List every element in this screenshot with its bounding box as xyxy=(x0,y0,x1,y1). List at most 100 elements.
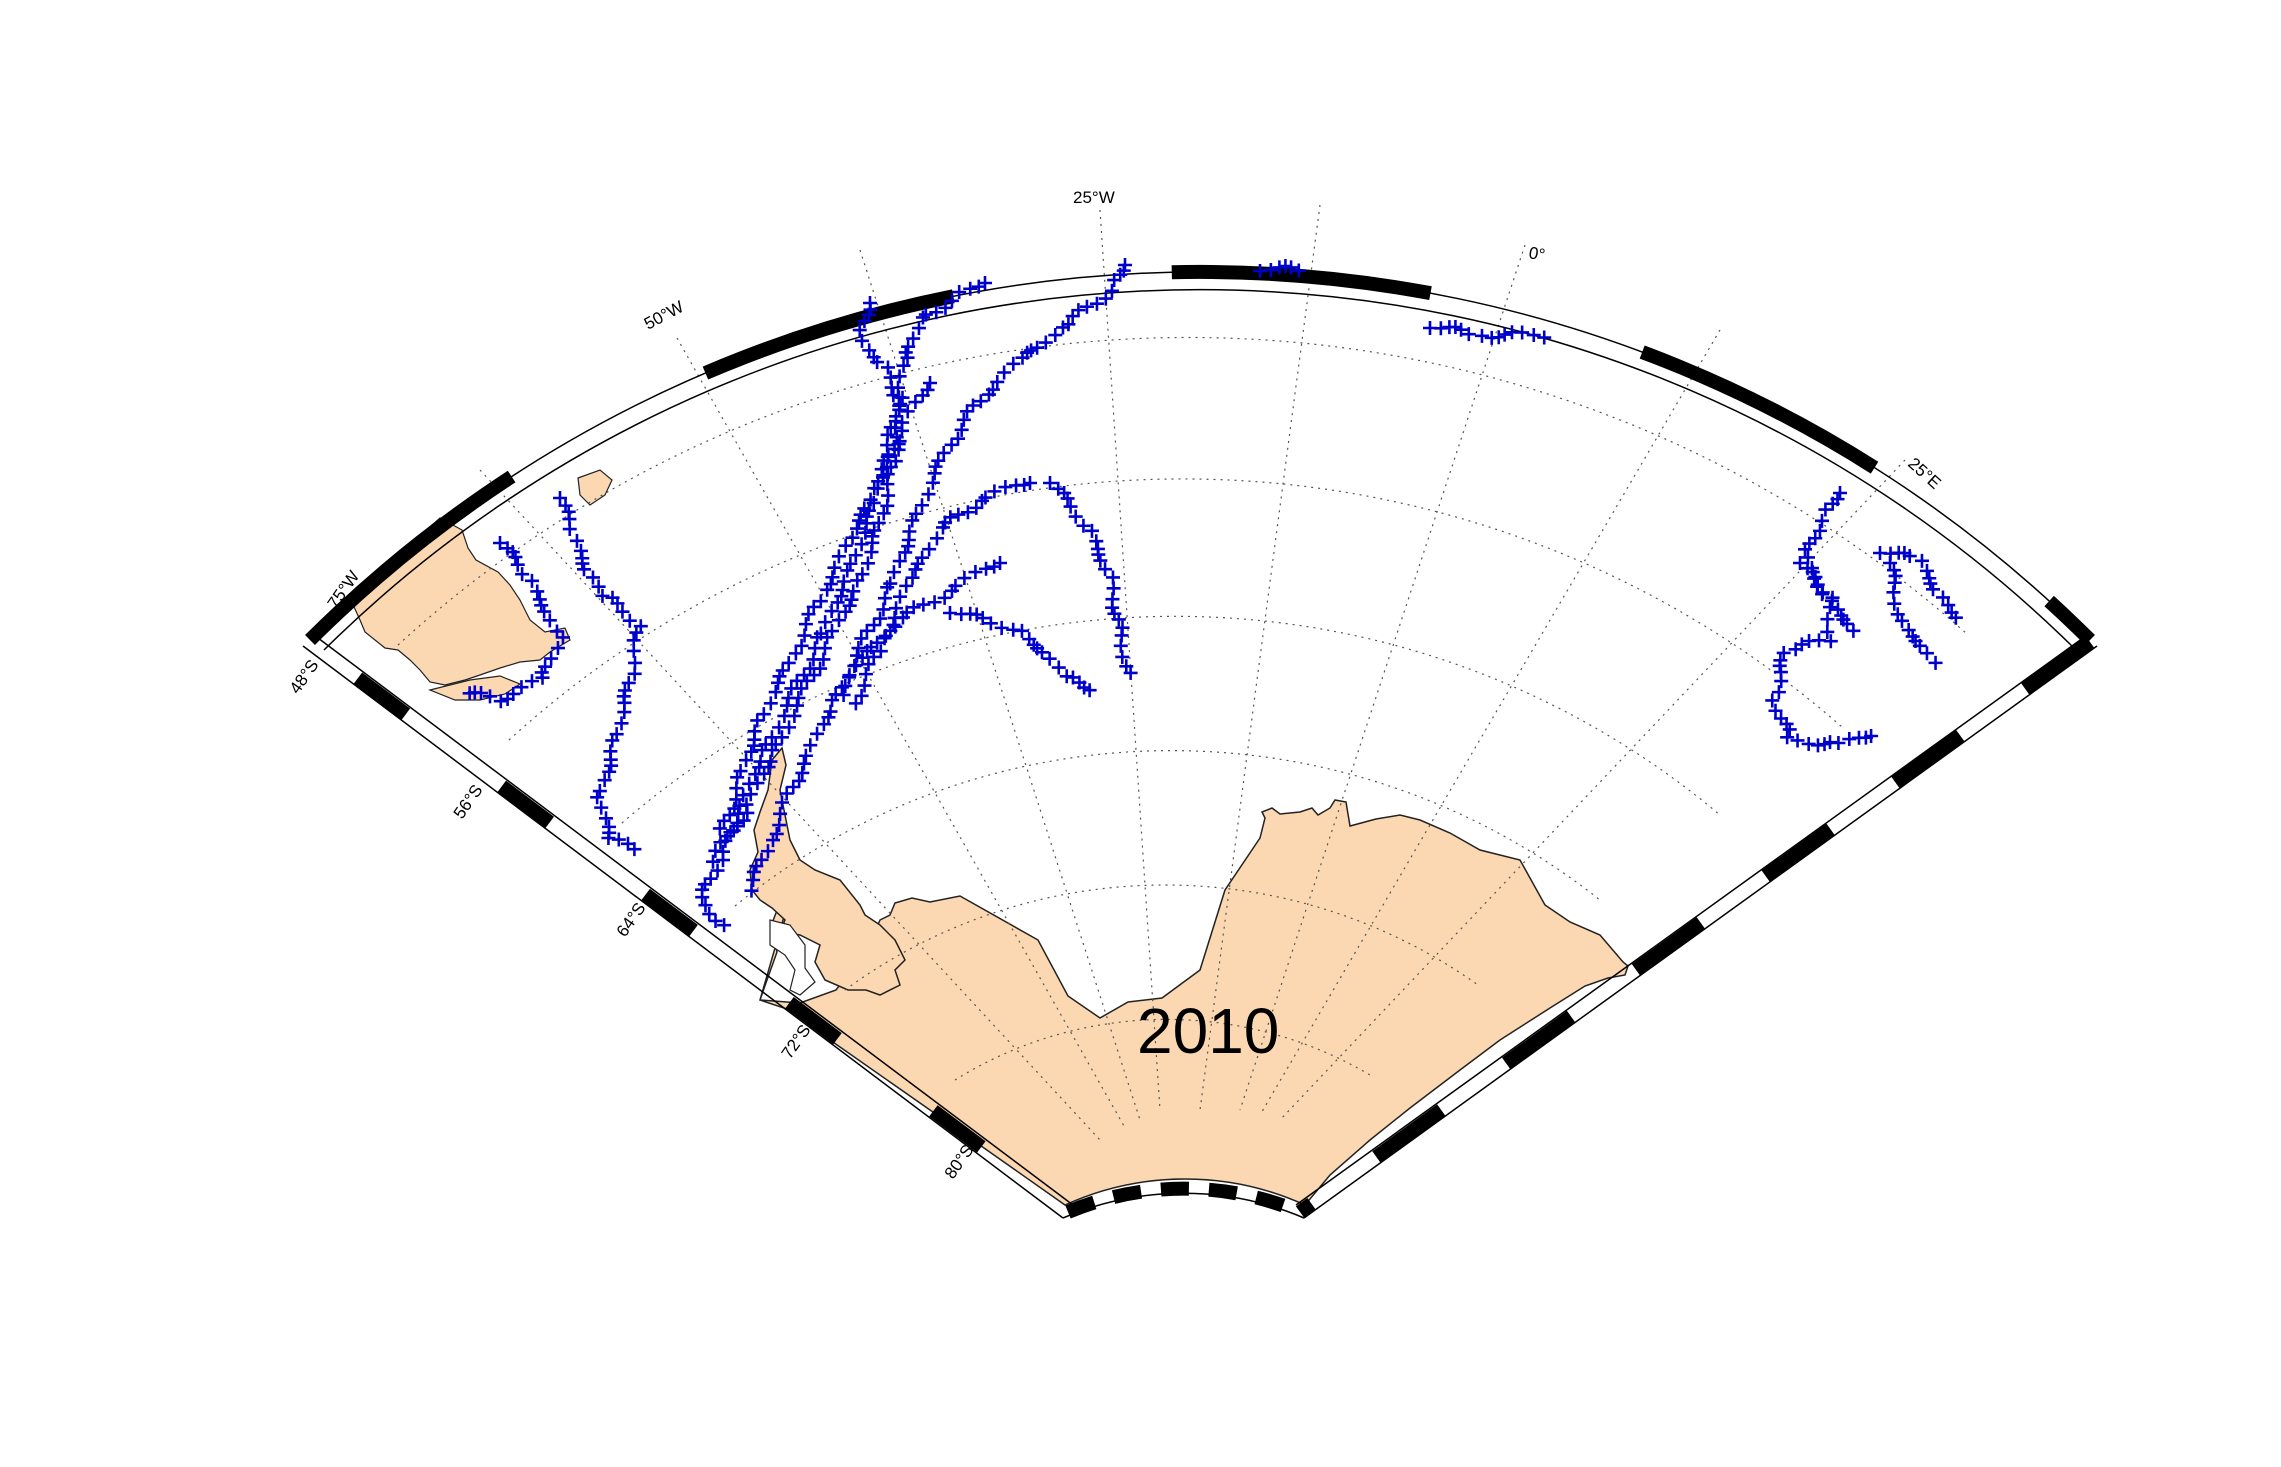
track-marker xyxy=(594,800,609,815)
track-marker xyxy=(597,773,612,788)
track-marker xyxy=(818,615,833,630)
track-marker xyxy=(1105,600,1120,615)
track-marker xyxy=(614,716,629,731)
track-marker xyxy=(880,498,895,513)
track-marker xyxy=(1051,660,1066,675)
frame-inner-arc xyxy=(323,289,2077,651)
latitude-circle xyxy=(734,750,1601,907)
track-marker xyxy=(892,589,907,604)
track-marker xyxy=(599,811,614,826)
year-label: 2010 xyxy=(1137,995,1279,1067)
meridian xyxy=(1199,204,1321,1111)
track-marker xyxy=(1926,582,1940,597)
track-marker xyxy=(866,495,881,510)
track-marker xyxy=(1887,596,1902,611)
track-marker xyxy=(713,835,728,850)
track-marker xyxy=(951,507,966,522)
track-marker xyxy=(1820,624,1835,639)
track-marker xyxy=(975,611,990,626)
track-marker xyxy=(997,365,1012,380)
track-marker xyxy=(708,843,723,858)
track-marker xyxy=(1084,523,1099,538)
track-marker xyxy=(1919,563,1934,578)
track-marker xyxy=(765,833,780,848)
track-marker xyxy=(1776,645,1791,660)
track-marker xyxy=(1537,330,1552,345)
track-marker xyxy=(831,613,846,628)
track-marker xyxy=(1902,549,1917,564)
graticule xyxy=(397,204,1968,1141)
track-marker xyxy=(626,643,641,658)
track-marker xyxy=(858,525,873,540)
track-marker xyxy=(840,563,855,578)
track-marker xyxy=(844,592,859,607)
track-marker xyxy=(1823,634,1838,649)
track-marker xyxy=(742,776,757,791)
track-marker xyxy=(1928,655,1943,670)
track-marker xyxy=(1055,320,1070,335)
track-marker xyxy=(772,669,787,684)
track-marker xyxy=(483,689,498,704)
frame-outer-arc-segments xyxy=(305,264,2095,645)
track-marker xyxy=(1065,309,1080,324)
track-marker xyxy=(905,570,920,585)
track-marker xyxy=(1846,623,1861,638)
track-marker xyxy=(877,591,892,606)
track-marker xyxy=(820,582,835,597)
latitude-circle xyxy=(508,478,1843,741)
track-marker xyxy=(1123,665,1138,680)
track-marker xyxy=(775,795,790,810)
track-marker xyxy=(720,829,735,844)
track-marker xyxy=(806,652,821,667)
track-marker xyxy=(922,542,937,557)
track-marker xyxy=(601,830,616,845)
track-marker xyxy=(1765,693,1780,708)
track-marker xyxy=(979,561,994,576)
track-marker xyxy=(1912,638,1927,653)
track-marker xyxy=(852,323,867,338)
track-marker xyxy=(807,641,822,656)
seal-tracks xyxy=(462,258,1963,933)
track-marker xyxy=(1894,613,1909,628)
track-marker xyxy=(493,694,508,709)
track-marker xyxy=(813,594,828,609)
track-marker xyxy=(854,537,869,552)
track-marker xyxy=(763,696,778,711)
lon-label-50w: 50°W xyxy=(641,297,687,333)
track-marker xyxy=(622,613,637,628)
track-marker xyxy=(1808,570,1823,585)
track-marker xyxy=(1780,730,1795,745)
track-marker xyxy=(857,678,872,693)
track-marker xyxy=(801,607,816,622)
track-marker xyxy=(798,748,813,763)
track-marker xyxy=(595,588,610,603)
lat-label-64s: 64°S xyxy=(613,899,650,940)
lon-label-0: 0° xyxy=(1527,243,1546,265)
track-marker xyxy=(717,813,732,828)
track-marker xyxy=(810,630,825,645)
track-marker xyxy=(555,630,570,645)
track-marker xyxy=(1474,328,1489,343)
track-marker xyxy=(923,376,937,390)
track-marker xyxy=(836,687,851,702)
track-marker xyxy=(515,567,530,582)
track-marker xyxy=(990,374,1005,389)
alexander-island-land xyxy=(769,919,816,996)
track-marker xyxy=(834,680,849,695)
track-marker xyxy=(859,623,874,638)
track-marker xyxy=(848,548,863,563)
track-marker xyxy=(886,565,901,580)
track-marker xyxy=(569,533,584,548)
track-marker xyxy=(956,412,971,427)
track-marker xyxy=(892,434,907,449)
track-marker xyxy=(850,521,865,536)
track-marker xyxy=(602,764,617,779)
track-marker xyxy=(963,281,978,296)
track-marker xyxy=(1831,735,1846,750)
track-marker xyxy=(508,550,523,565)
track-marker xyxy=(915,498,930,513)
frame-right-edge-outer xyxy=(1303,645,2098,1219)
track-marker xyxy=(1098,291,1113,306)
track-marker xyxy=(1810,577,1825,592)
track-marker xyxy=(524,573,539,588)
